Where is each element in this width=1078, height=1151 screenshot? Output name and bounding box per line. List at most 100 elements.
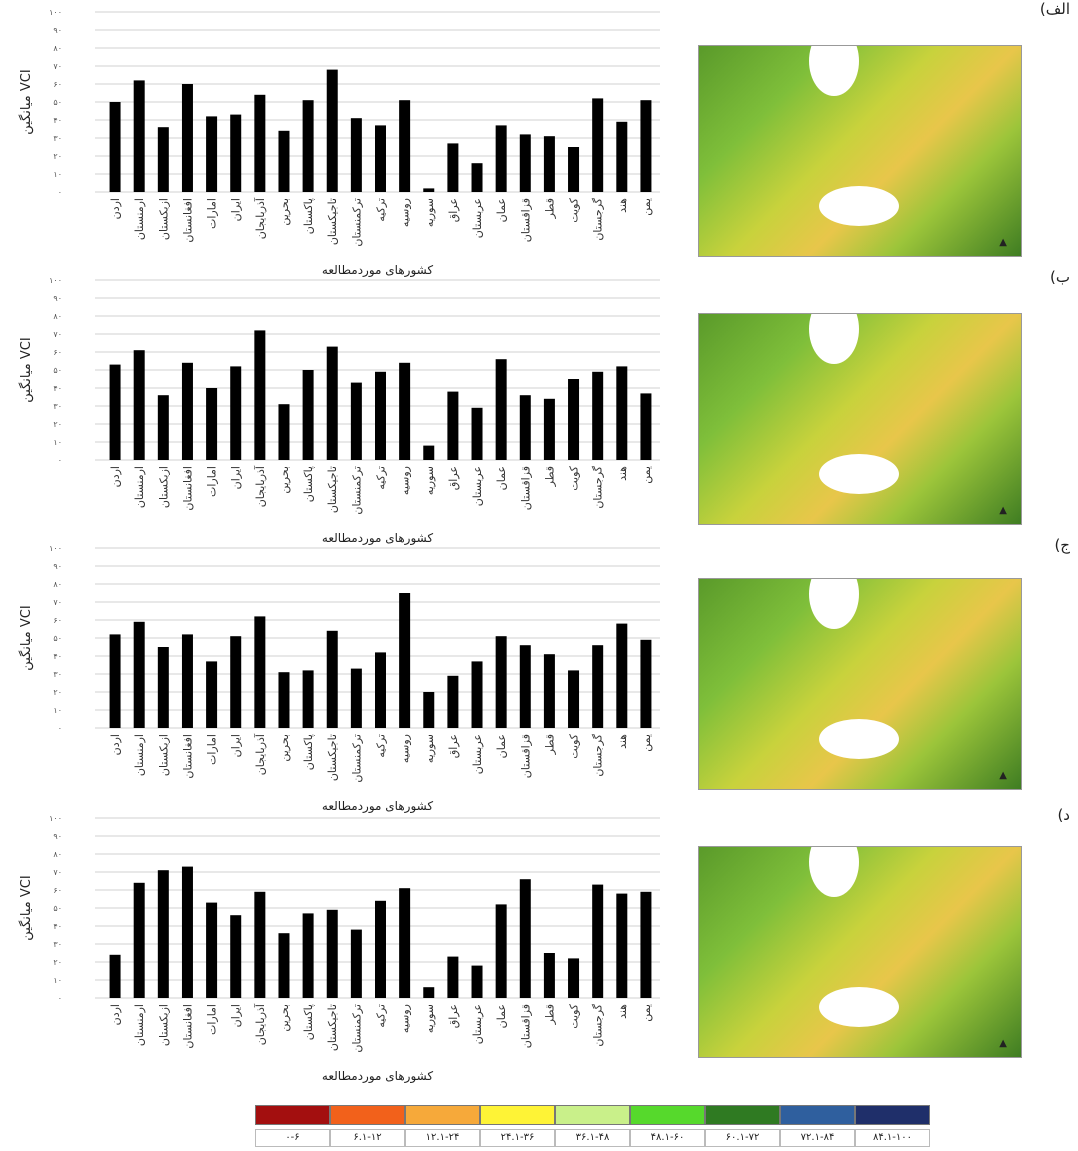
bar bbox=[375, 125, 386, 192]
legend-label: ۱۲.۱-۲۴ bbox=[405, 1129, 480, 1147]
bar bbox=[447, 675, 459, 728]
persian-gulf bbox=[819, 186, 899, 226]
x-tick-label: ایران bbox=[230, 1004, 243, 1027]
bar bbox=[181, 362, 193, 460]
persian-gulf bbox=[819, 719, 899, 759]
x-tick-label: هند bbox=[616, 466, 629, 481]
bar bbox=[181, 866, 193, 998]
y-tick-label: ۸۰ bbox=[53, 850, 62, 859]
panel-b: ب) ۰ ۱۰ ۲۰ ۳۰ ۴۰ ۵۰ ۶۰ ۷۰ ۸۰ ۹۰ ۱۰۰ میانگین VCI اردن… bbox=[0, 268, 1078, 546]
y-tick-label: ۰ bbox=[58, 724, 62, 733]
y-tick-label: ۸۰ bbox=[53, 44, 62, 53]
bar bbox=[254, 94, 266, 192]
x-tick-label: آذربایجان bbox=[253, 733, 267, 775]
x-tick-label: عمان bbox=[495, 1004, 508, 1028]
bar bbox=[181, 84, 193, 192]
bar bbox=[375, 900, 386, 998]
bar bbox=[471, 661, 483, 728]
legend-label: ۸۴.۱-۱۰۰ bbox=[855, 1129, 930, 1147]
bar bbox=[133, 80, 145, 192]
x-tick-label: آذربایجان bbox=[253, 1003, 267, 1045]
bar bbox=[592, 645, 604, 728]
x-tick-label: ایران bbox=[230, 466, 243, 489]
bar bbox=[133, 621, 145, 728]
north-arrow-icon: ▲ bbox=[999, 505, 1007, 516]
legend-swatch bbox=[855, 1105, 930, 1125]
bar bbox=[157, 127, 169, 192]
legend-label: ۴۸.۱-۶۰ bbox=[630, 1129, 705, 1147]
x-tick-label: ازبکستان bbox=[157, 466, 170, 508]
y-tick-label: ۳۰ bbox=[53, 670, 62, 679]
y-tick-label: ۶۰ bbox=[53, 348, 62, 357]
bar bbox=[230, 636, 242, 728]
bar bbox=[278, 130, 290, 192]
y-axis-label: میانگین VCI bbox=[18, 69, 34, 134]
y-axis-label: میانگین VCI bbox=[18, 605, 34, 670]
bar bbox=[519, 645, 531, 728]
bar bbox=[423, 188, 435, 192]
x-tick-label: ارمنستان bbox=[133, 734, 146, 776]
x-tick-label: ترکمنستان bbox=[350, 1004, 363, 1053]
caspian-sea bbox=[809, 847, 859, 897]
x-tick-label: هند bbox=[616, 734, 629, 749]
bar bbox=[302, 100, 314, 192]
bar bbox=[133, 882, 145, 998]
bar bbox=[206, 116, 218, 192]
legend-swatch bbox=[255, 1105, 330, 1125]
bar bbox=[302, 370, 314, 460]
x-tick-label: یمن bbox=[640, 734, 653, 752]
y-tick-label: ۵۰ bbox=[53, 366, 62, 375]
bar bbox=[423, 692, 435, 728]
bar bbox=[399, 362, 411, 460]
x-tick-label: آذربایجان bbox=[253, 465, 267, 507]
y-tick-label: ۸۰ bbox=[53, 580, 62, 589]
bar bbox=[568, 670, 580, 728]
y-tick-label: ۹۰ bbox=[53, 562, 62, 571]
bar bbox=[495, 125, 507, 192]
bar bbox=[640, 639, 652, 728]
legend-label: ۶.۱-۱۲ bbox=[330, 1129, 405, 1147]
x-tick-label: ترکیه bbox=[375, 734, 388, 758]
x-tick-label: پاکستان bbox=[302, 198, 315, 234]
legend-swatch bbox=[630, 1105, 705, 1125]
x-tick-label: کویت bbox=[568, 1003, 581, 1029]
bar bbox=[181, 634, 193, 728]
bar bbox=[157, 395, 169, 460]
x-tick-label: کویت bbox=[568, 197, 581, 223]
x-tick-label: عربستان bbox=[471, 734, 484, 774]
y-tick-label: ۱۰ bbox=[53, 438, 62, 447]
bar bbox=[326, 346, 338, 460]
x-tick-label: سوریه bbox=[423, 466, 436, 495]
x-tick-label: هند bbox=[616, 198, 629, 213]
bar bbox=[326, 69, 338, 192]
bar bbox=[278, 672, 290, 728]
legend-swatch bbox=[405, 1105, 480, 1125]
x-tick-label: ایران bbox=[230, 198, 243, 221]
vci-map-d: ▲ bbox=[698, 846, 1022, 1058]
legend-label: ۷۲.۱-۸۴ bbox=[780, 1129, 855, 1147]
x-tick-label: عربستان bbox=[471, 466, 484, 506]
x-tick-label: یمن bbox=[640, 1004, 653, 1022]
y-tick-label: ۴۰ bbox=[53, 116, 62, 125]
panel-c: ج) ۰ ۱۰ ۲۰ ۳۰ ۴۰ ۵۰ ۶۰ ۷۰ ۸۰ ۹۰ ۱۰۰ میانگین VCI اردن… bbox=[0, 536, 1078, 814]
bar bbox=[543, 654, 555, 728]
persian-gulf bbox=[819, 987, 899, 1027]
panel-label: ب) bbox=[1050, 268, 1070, 286]
bar bbox=[495, 904, 507, 998]
bar bbox=[206, 902, 218, 998]
y-tick-label: ۲۰ bbox=[53, 152, 62, 161]
x-tick-label: اردن bbox=[109, 466, 122, 487]
y-tick-label: ۱۰۰ bbox=[49, 544, 62, 553]
panel-d: د) ۰ ۱۰ ۲۰ ۳۰ ۴۰ ۵۰ ۶۰ ۷۰ ۸۰ ۹۰ ۱۰۰ میانگین VCI اردن… bbox=[0, 806, 1078, 1084]
x-tick-label: ازبکستان bbox=[157, 1004, 170, 1046]
x-axis-label: کشورهای موردمطالعه bbox=[322, 531, 433, 546]
x-tick-label: ترکمنستان bbox=[350, 198, 363, 247]
y-tick-label: ۰ bbox=[58, 188, 62, 197]
x-tick-label: ارمنستان bbox=[133, 198, 146, 240]
x-tick-label: عربستان bbox=[471, 1004, 484, 1044]
bar-chart-d: ۰ ۱۰ ۲۰ ۳۰ ۴۰ ۵۰ ۶۰ ۷۰ ۸۰ ۹۰ ۱۰۰ میانگین VCI اردن ارم… bbox=[18, 814, 660, 1084]
bar bbox=[350, 668, 362, 728]
x-tick-label: روسیه bbox=[399, 1004, 412, 1033]
x-tick-label: قزاقستان bbox=[519, 198, 532, 242]
x-tick-label: سوریه bbox=[423, 198, 436, 227]
